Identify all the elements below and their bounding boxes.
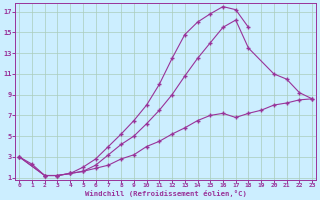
X-axis label: Windchill (Refroidissement éolien,°C): Windchill (Refroidissement éolien,°C) bbox=[85, 190, 247, 197]
